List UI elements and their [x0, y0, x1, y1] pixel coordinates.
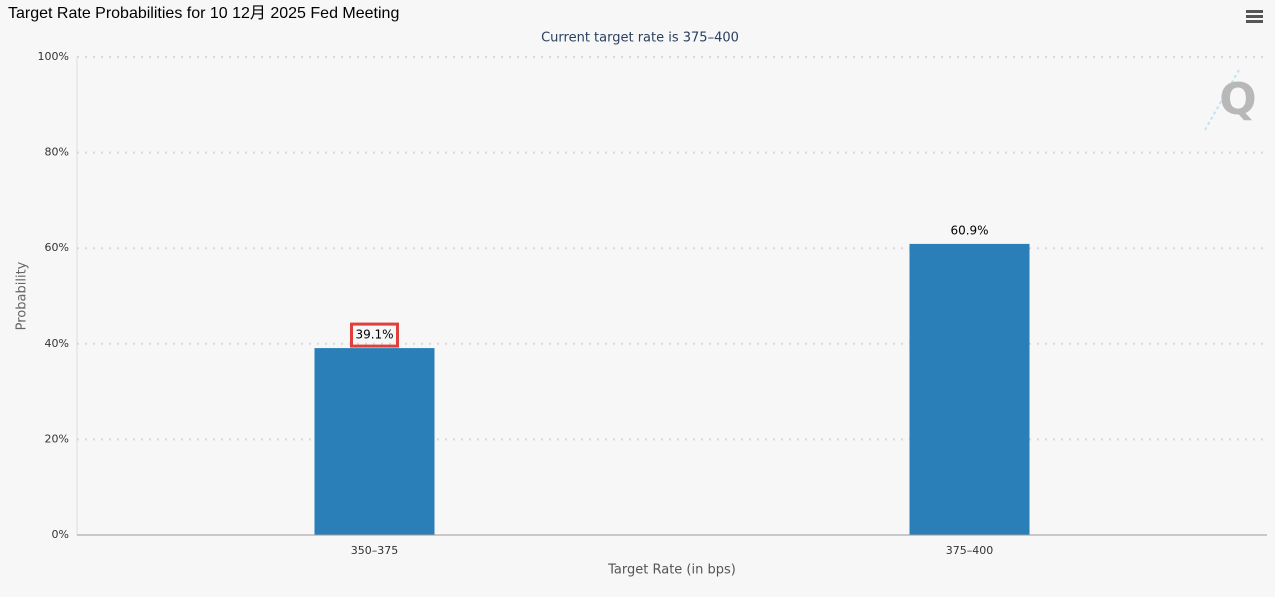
y-axis-title: Probability [15, 261, 30, 330]
menu-bar [1246, 20, 1263, 23]
y-tick-label: 0% [52, 528, 69, 541]
bar [314, 348, 435, 535]
value-label: 60.9% [950, 223, 988, 237]
x-tick-label: 375–400 [946, 544, 994, 557]
y-tick-label: 100% [38, 50, 69, 63]
x-tick-label: 350–375 [351, 544, 399, 557]
highlight-box [350, 322, 399, 348]
menu-bar [1246, 10, 1263, 13]
x-axis-title: Target Rate (in bps) [607, 563, 736, 578]
y-tick-label: 40% [45, 337, 69, 350]
chart-title: Target Rate Probabilities for 10 12月 202… [8, 5, 399, 22]
y-tick-label: 60% [45, 241, 69, 254]
y-tick-label: 20% [45, 432, 69, 445]
logo-letter: Q [1219, 74, 1256, 125]
y-tick-label: 80% [45, 146, 69, 159]
menu-button[interactable] [1246, 10, 1263, 23]
menu-bar [1246, 15, 1263, 18]
chart-subtitle: Current target rate is 375–400 [541, 31, 739, 46]
bar [909, 243, 1030, 535]
value-label: 39.1% [355, 328, 393, 342]
logo: Q [1204, 67, 1257, 131]
